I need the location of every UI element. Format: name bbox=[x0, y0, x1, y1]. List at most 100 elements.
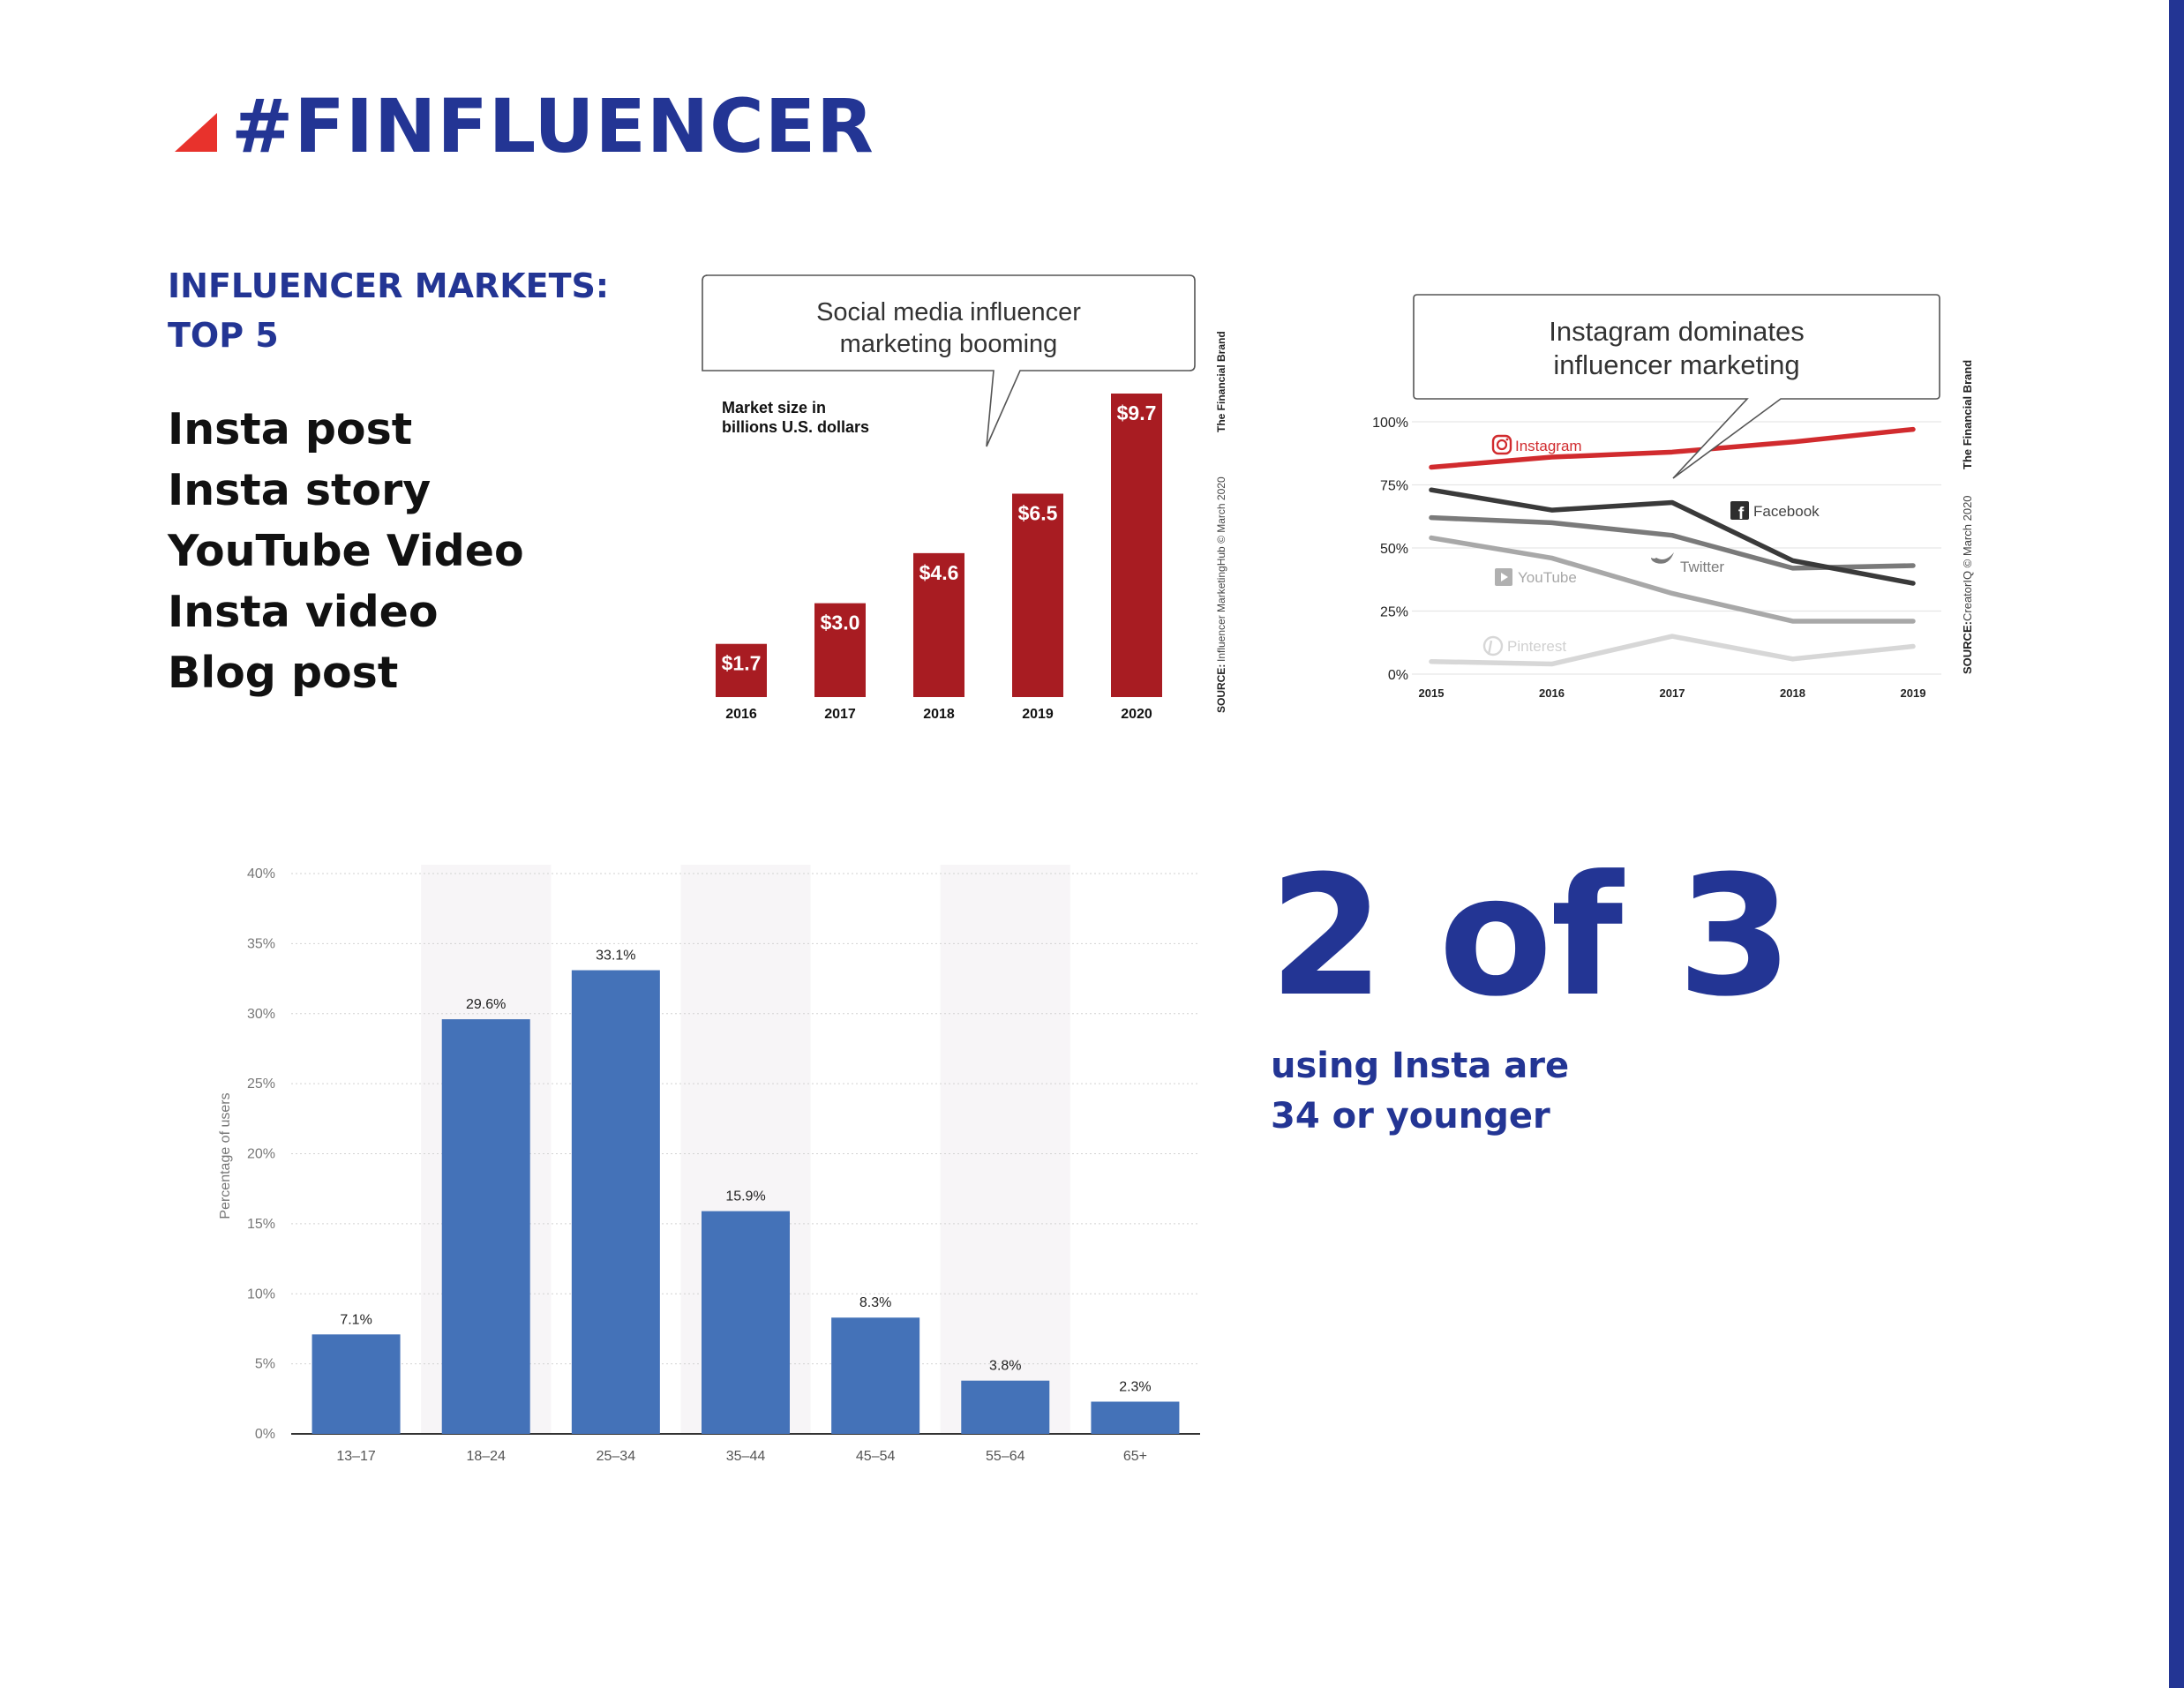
age-bars: 7.1% 13–17 29.6% 18–24 33.1% 25–34 15.9% 35–44 8… bbox=[311, 949, 1180, 1464]
market-x-tick: 2016 bbox=[725, 707, 757, 722]
market-ylabel-line2: billions U.S. dollars bbox=[722, 418, 869, 436]
platform-series-line bbox=[1429, 634, 1916, 667]
age-ylabel: Percentage of users bbox=[218, 1092, 233, 1219]
age-bar bbox=[571, 970, 660, 1434]
big-stat: 2 of 3 bbox=[1269, 840, 1792, 1033]
list-item: Insta post bbox=[168, 404, 413, 454]
age-value-label: 2.3% bbox=[1119, 1379, 1151, 1394]
market-source-label: SOURCE: bbox=[1215, 664, 1227, 713]
top5-list: Insta post Insta story YouTube Video Ins… bbox=[168, 399, 524, 703]
pinterest-icon bbox=[1482, 635, 1504, 656]
platform-series-labels: Instagram f Facebook Twitter YouTube Pin… bbox=[1482, 434, 1820, 656]
market-value-label: $4.6 bbox=[919, 561, 959, 584]
section-heading-line2: TOP 5 bbox=[168, 316, 279, 355]
age-x-tick: 45–54 bbox=[856, 1449, 896, 1464]
market-bar bbox=[716, 643, 767, 697]
age-x-tick: 35–44 bbox=[726, 1449, 766, 1464]
list-item: Insta story bbox=[168, 465, 432, 515]
age-y-tick: 10% bbox=[247, 1287, 275, 1302]
facebook-label: Facebook bbox=[1753, 503, 1820, 520]
platform-y-tick: 75% bbox=[1380, 479, 1408, 494]
facebook-icon: f bbox=[1730, 501, 1749, 523]
market-brand-text: The Financial Brand bbox=[1215, 331, 1227, 432]
platform-lines bbox=[1429, 426, 1916, 667]
big-stat-caption-line2: 34 or younger bbox=[1271, 1096, 1550, 1137]
platform-share-svg: 100% 75% 50% 25% 0% 2015 2016 2017 2018 2019 Inst… bbox=[1372, 294, 1974, 700]
list-item: YouTube Video bbox=[168, 526, 524, 576]
twitter-label: Twitter bbox=[1680, 559, 1724, 575]
age-band bbox=[940, 865, 1070, 1434]
page-title: #FINFLUENCER bbox=[231, 83, 874, 169]
pinterest-label: Pinterest bbox=[1507, 638, 1566, 655]
market-bar bbox=[1012, 493, 1063, 697]
platform-share-chart: 100% 75% 50% 25% 0% 2015 2016 2017 2018 2019 Inst… bbox=[1359, 288, 1994, 702]
market-size-svg: Social media influencer marketing boomin… bbox=[702, 274, 1227, 722]
platform-x-tick: 2019 bbox=[1901, 686, 1926, 700]
market-x-tick: 2017 bbox=[824, 707, 856, 722]
age-x-tick: 55–64 bbox=[986, 1449, 1025, 1464]
platform-x-tick: 2015 bbox=[1419, 686, 1445, 700]
age-x-tick: 65+ bbox=[1123, 1449, 1147, 1464]
market-x-tick: 2020 bbox=[1121, 707, 1152, 722]
age-y-tick: 0% bbox=[255, 1427, 275, 1442]
market-callout-line1: Social media influencer bbox=[816, 298, 1081, 326]
market-x-tick: 2019 bbox=[1022, 707, 1054, 722]
big-stat-caption-line1: using Insta are bbox=[1271, 1046, 1570, 1086]
age-bar bbox=[831, 1317, 920, 1434]
age-y-tick: 40% bbox=[247, 867, 275, 882]
platform-series-line bbox=[1429, 514, 1916, 571]
platform-x-tick: 2018 bbox=[1780, 686, 1805, 700]
right-edge-stripe bbox=[2169, 0, 2184, 1688]
big-stat-caption: using Insta are 34 or younger bbox=[1271, 1041, 1569, 1142]
platform-grid: 100% 75% 50% 25% 0% 2015 2016 2017 2018 2019 bbox=[1372, 416, 1941, 700]
instagram-icon bbox=[1491, 434, 1512, 455]
market-bar bbox=[1111, 394, 1162, 697]
platform-series-line bbox=[1429, 535, 1916, 624]
instagram-age-svg: 0% 5% 10% 15% 20% 25% 30% 35% 40% 7.1% 13–17 29.6%… bbox=[218, 865, 1200, 1464]
market-size-chart: Social media influencer marketing boomin… bbox=[697, 272, 1235, 731]
youtube-icon bbox=[1495, 568, 1512, 586]
platform-series-line bbox=[1429, 487, 1916, 586]
twitter-icon bbox=[1651, 552, 1674, 564]
age-x-tick: 18–24 bbox=[466, 1449, 506, 1464]
age-bar bbox=[961, 1380, 1050, 1434]
platform-y-tick: 50% bbox=[1380, 542, 1408, 557]
age-y-tick: 15% bbox=[247, 1217, 275, 1232]
platform-brand-text: The Financial Brand bbox=[1961, 360, 1974, 469]
platform-y-tick: 100% bbox=[1372, 416, 1408, 431]
list-item: Blog post bbox=[168, 648, 399, 698]
instagram-label: Instagram bbox=[1515, 438, 1582, 454]
age-y-tick: 30% bbox=[247, 1007, 275, 1022]
age-bar bbox=[702, 1211, 790, 1434]
market-value-label: $6.5 bbox=[1018, 501, 1058, 524]
market-value-label: $1.7 bbox=[722, 652, 762, 675]
age-bar bbox=[441, 1019, 530, 1434]
platform-y-tick: 0% bbox=[1388, 668, 1408, 683]
market-callout-frame bbox=[702, 274, 1196, 447]
market-ylabel-line1: Market size in bbox=[722, 399, 826, 416]
section-heading: INFLUENCER MARKETS: TOP 5 bbox=[168, 261, 609, 360]
instagram-age-chart: 0% 5% 10% 15% 20% 25% 30% 35% 40% 7.1% 13–17 29.6%… bbox=[203, 847, 1218, 1482]
list-item: Insta video bbox=[168, 587, 439, 637]
age-value-label: 33.1% bbox=[596, 949, 635, 964]
platform-y-tick: 25% bbox=[1380, 605, 1408, 620]
market-x-tick: 2018 bbox=[923, 707, 955, 722]
youtube-label: YouTube bbox=[1518, 569, 1577, 586]
market-source: SOURCE: Influencer MarketingHub © March … bbox=[1215, 331, 1227, 713]
platform-callout-frame bbox=[1413, 294, 1940, 479]
platform-callout-line1: Instagram dominates bbox=[1549, 316, 1804, 347]
age-value-label: 3.8% bbox=[989, 1359, 1021, 1374]
market-bars: $1.7 2016 $3.0 2017 $4.6 2018 $6.5 2019 $9.7 2020 bbox=[716, 394, 1162, 722]
platform-x-tick: 2017 bbox=[1660, 686, 1685, 700]
market-bar bbox=[913, 552, 964, 697]
age-value-label: 15.9% bbox=[725, 1189, 765, 1204]
market-source-text: Influencer MarketingHub © March 2020 bbox=[1215, 476, 1227, 662]
age-x-tick: 25–34 bbox=[597, 1449, 636, 1464]
market-bar bbox=[814, 603, 866, 697]
age-value-label: 7.1% bbox=[340, 1312, 372, 1327]
age-value-label: 29.6% bbox=[466, 997, 506, 1012]
age-y-tick: 20% bbox=[247, 1147, 275, 1162]
section-heading-line1: INFLUENCER MARKETS: bbox=[168, 266, 610, 305]
platform-x-tick: 2016 bbox=[1539, 686, 1565, 700]
platform-callout-line2: influencer marketing bbox=[1553, 349, 1799, 380]
